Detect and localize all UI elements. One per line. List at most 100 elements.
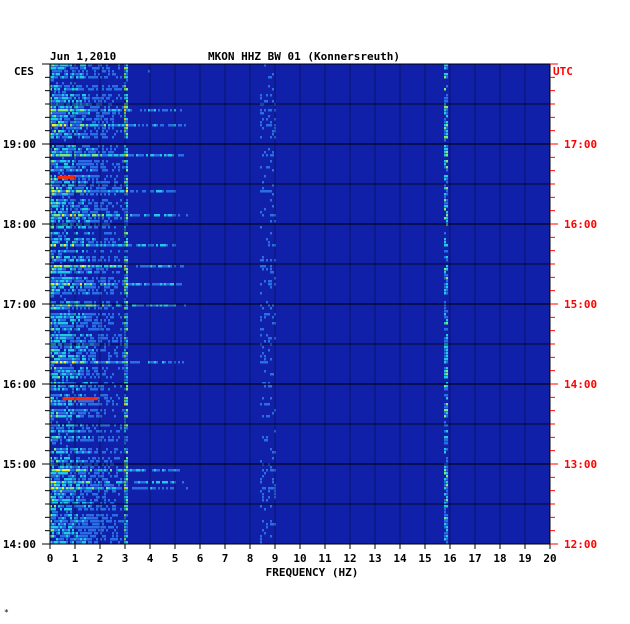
- heatmap-cell: [78, 211, 80, 214]
- heatmap-cell: [96, 415, 98, 418]
- heatmap-cell: [98, 400, 100, 403]
- heatmap-cell: [444, 121, 446, 124]
- heatmap-cell: [90, 217, 92, 220]
- heatmap-cell: [162, 481, 164, 484]
- heatmap-cell: [102, 190, 104, 193]
- heatmap-cell: [78, 190, 80, 193]
- heatmap-cell: [114, 424, 116, 427]
- heatmap-cell: [52, 466, 54, 469]
- heatmap-cell: [52, 364, 54, 367]
- heatmap-cell: [68, 100, 70, 103]
- heatmap-cell: [102, 472, 104, 475]
- heatmap-cell: [54, 340, 56, 343]
- heatmap-cell: [68, 508, 70, 511]
- heatmap-cell: [88, 436, 90, 439]
- heatmap-cell: [98, 67, 100, 70]
- heatmap-cell: [92, 358, 94, 361]
- heatmap-cell: [98, 337, 100, 340]
- heatmap-cell: [66, 73, 68, 76]
- heatmap-cell: [56, 184, 58, 187]
- heatmap-cell: [72, 286, 74, 289]
- heatmap-cell: [96, 469, 98, 472]
- heatmap-cell: [68, 505, 70, 508]
- heatmap-cell: [66, 190, 68, 193]
- heatmap-cell: [80, 190, 82, 193]
- heatmap-cell: [444, 244, 446, 247]
- heatmap-cell: [62, 151, 64, 154]
- heatmap-cell: [54, 76, 56, 79]
- left-tick-label: 14:00: [3, 538, 36, 551]
- heatmap-cell: [70, 337, 72, 340]
- heatmap-cell: [170, 469, 172, 472]
- heatmap-cell: [70, 370, 72, 373]
- heatmap-cell: [50, 526, 52, 529]
- heatmap-cell: [102, 394, 104, 397]
- heatmap-cell: [68, 532, 70, 535]
- heatmap-cell: [64, 178, 66, 181]
- heatmap-cell: [96, 265, 98, 268]
- heatmap-cell: [60, 190, 62, 193]
- heatmap-cell: [80, 271, 82, 274]
- heatmap-cell: [64, 382, 66, 385]
- heatmap-cell: [96, 478, 98, 481]
- heatmap-cell: [62, 409, 64, 412]
- heatmap-cell: [72, 424, 74, 427]
- heatmap-cell: [52, 106, 54, 109]
- heatmap-cell: [80, 202, 82, 205]
- heatmap-cell: [446, 466, 448, 469]
- heatmap-cell: [114, 508, 116, 511]
- heatmap-cell: [446, 382, 448, 385]
- heatmap-cell: [444, 184, 446, 187]
- heatmap-cell: [64, 370, 66, 373]
- heatmap-cell: [104, 397, 106, 400]
- heatmap-cell: [104, 259, 106, 262]
- heatmap-cell: [50, 76, 52, 79]
- heatmap-cell: [78, 127, 80, 130]
- heatmap-cell: [62, 427, 64, 430]
- heatmap-cell: [52, 514, 54, 517]
- heatmap-cell: [446, 166, 448, 169]
- heatmap-cell: [102, 337, 104, 340]
- heatmap-cell: [56, 94, 58, 97]
- heatmap-cell: [94, 493, 96, 496]
- heatmap-cell: [76, 532, 78, 535]
- heatmap-cell: [180, 109, 182, 112]
- heatmap-cell: [64, 319, 66, 322]
- heatmap-cell: [66, 469, 68, 472]
- heatmap-cell: [50, 355, 52, 358]
- heatmap-cell: [64, 265, 66, 268]
- heatmap-cell: [78, 451, 80, 454]
- heatmap-cell: [112, 205, 114, 208]
- heatmap-cell: [96, 190, 98, 193]
- heatmap-cell: [146, 304, 148, 307]
- heatmap-cell: [126, 241, 128, 244]
- heatmap-cell: [94, 133, 96, 136]
- heatmap-cell: [126, 94, 128, 97]
- heatmap-cell: [90, 187, 92, 190]
- heatmap-cell: [120, 190, 122, 193]
- heatmap-cell: [68, 535, 70, 538]
- heatmap-cell: [110, 145, 112, 148]
- heatmap-cell: [270, 523, 272, 526]
- heatmap-cell: [72, 430, 74, 433]
- heatmap-cell: [98, 304, 100, 307]
- heatmap-cell: [138, 469, 140, 472]
- heatmap-cell: [152, 244, 154, 247]
- heatmap-cell: [80, 508, 82, 511]
- heatmap-cell: [444, 448, 446, 451]
- heatmap-cell: [272, 451, 274, 454]
- heatmap-cell: [50, 187, 52, 190]
- heatmap-cell: [104, 496, 106, 499]
- heatmap-cell: [266, 313, 268, 316]
- heatmap-cell: [70, 124, 72, 127]
- heatmap-cell: [66, 247, 68, 250]
- heatmap-cell: [86, 271, 88, 274]
- heatmap-cell: [108, 508, 110, 511]
- heatmap-cell: [104, 409, 106, 412]
- heatmap-cell: [96, 193, 98, 196]
- heatmap-cell: [80, 517, 82, 520]
- heatmap-cell: [126, 451, 128, 454]
- heatmap-cell: [112, 400, 114, 403]
- heatmap-cell: [444, 307, 446, 310]
